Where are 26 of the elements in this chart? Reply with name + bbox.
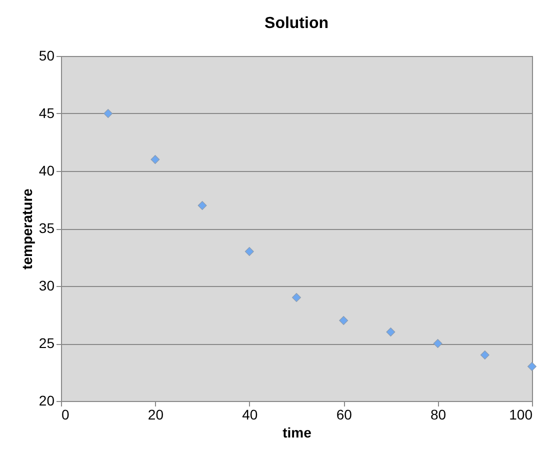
x-tick-label: 80 (430, 406, 446, 422)
y-tick-label: 40 (38, 162, 55, 178)
point (198, 201, 207, 210)
x-tick-label: 60 (336, 406, 352, 422)
point (386, 328, 396, 336)
y-tick-label: 30 (38, 278, 55, 294)
point (339, 316, 348, 325)
x-tick-label: 40 (242, 406, 258, 422)
chart-title: Solution (264, 15, 328, 32)
x-tick-label: 100 (509, 406, 533, 422)
point (433, 339, 442, 348)
x-tick-label: 20 (148, 406, 164, 422)
y-axis-title: temperature (18, 188, 35, 270)
point (480, 350, 490, 360)
x-axis-title: time (282, 424, 312, 440)
point (244, 247, 254, 256)
y-tick-label: 20 (38, 392, 55, 408)
point (104, 109, 113, 118)
y-tick-label: 35 (38, 220, 55, 236)
y-tick-label: 45 (38, 105, 55, 121)
point (292, 293, 301, 302)
point (528, 362, 536, 371)
y-tick-label: 25 (38, 335, 55, 351)
point (150, 155, 160, 164)
y-tick-label: 50 (38, 48, 55, 64)
x-tick-label: 0 (62, 406, 70, 422)
